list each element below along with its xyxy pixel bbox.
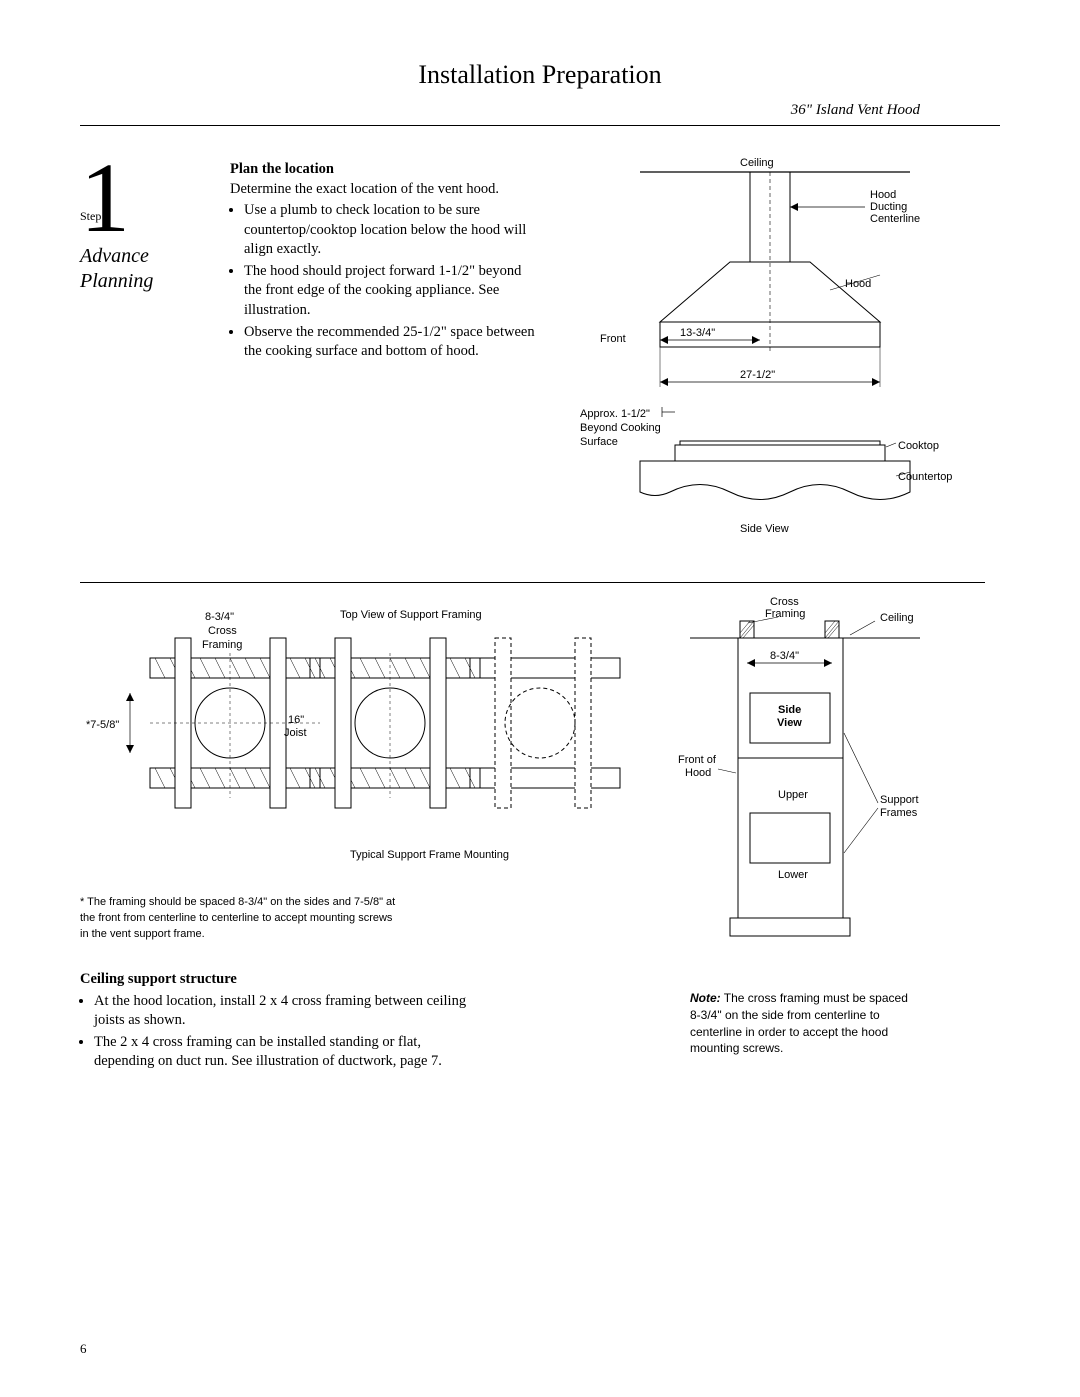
step-title-l1: Advance xyxy=(80,245,149,267)
tv-8-3-4: 8-3/4" xyxy=(205,611,234,623)
tv-cross-2: Framing xyxy=(202,639,242,651)
page-number: 6 xyxy=(80,1341,87,1357)
sv2-view: View xyxy=(777,717,802,729)
step-title: Advance Planning xyxy=(80,244,210,294)
label-front: Front xyxy=(600,333,626,345)
approx-l3: Surface xyxy=(580,436,618,448)
sv2-lower: Lower xyxy=(778,869,808,881)
tv-cross-1: Cross xyxy=(208,625,237,637)
label-sideview: Side View xyxy=(740,523,789,535)
mid-rule xyxy=(80,582,985,583)
top-view-diagram: Top View of Support Framing 8-3/4" Cross… xyxy=(80,598,640,878)
side-view-diagram: Ceiling Hood Ducting Centerline Hood Fro… xyxy=(580,152,980,572)
note-text: The cross framing must be spaced 8-3/4" … xyxy=(690,991,908,1055)
sv2-front2: Hood xyxy=(685,767,711,779)
sv2-upper: Upper xyxy=(778,789,808,801)
plan-intro: Determine the exact location of the vent… xyxy=(230,181,499,197)
support-frame-diagram: Cross Framing Ceiling 8-3/4" Side View U… xyxy=(670,593,990,973)
step-block: Step 1 Advance Planning xyxy=(80,155,210,294)
fnote-l1: * The framing should be spaced 8-3/4" on… xyxy=(80,896,395,908)
sv2-side: Side xyxy=(778,704,801,716)
top-rule xyxy=(80,125,1000,126)
tv-7-5-8: *7-5/8" xyxy=(86,719,119,731)
page-title: Installation Preparation xyxy=(80,60,1000,90)
approx-l1: Approx. 1-1/2" xyxy=(580,408,650,420)
plan-heading: Plan the location xyxy=(230,161,334,177)
label-ducting: Ducting xyxy=(870,201,907,213)
sv2-front1: Front of xyxy=(678,754,717,766)
approx-l2: Beyond Cooking xyxy=(580,422,661,434)
ceiling-b1: At the hood location, install 2 x 4 cros… xyxy=(94,992,480,1031)
step-number: 1 xyxy=(80,155,210,240)
plan-bullet-2: The hood should project forward 1-1/2" b… xyxy=(244,262,540,321)
ceiling-heading: Ceiling support structure xyxy=(80,971,237,987)
plan-bullet-1: Use a plumb to check location to be sure… xyxy=(244,201,540,260)
ceiling-text: Ceiling support structure At the hood lo… xyxy=(80,970,480,1074)
sv2-supp2: Frames xyxy=(880,807,918,819)
plan-bullet-3: Observe the recommended 25-1/2" space be… xyxy=(244,323,540,362)
fnote-l3: in the vent support frame. xyxy=(80,928,205,940)
sv2-8-3-4: 8-3/4" xyxy=(770,650,799,662)
framing-footnote: * The framing should be spaced 8-3/4" on… xyxy=(80,895,520,943)
sv2-supp1: Support xyxy=(880,794,919,806)
label-centerline: Centerline xyxy=(870,213,920,225)
tv-caption: Typical Support Frame Mounting xyxy=(350,849,509,861)
topview-title: Top View of Support Framing xyxy=(340,609,482,621)
tv-joist: Joist xyxy=(284,727,307,739)
plan-text: Plan the location Determine the exact lo… xyxy=(230,160,540,364)
note-box: Note: The cross framing must be spaced 8… xyxy=(690,990,920,1057)
ceiling-b2: The 2 x 4 cross framing can be installed… xyxy=(94,1033,480,1072)
label-hood: Hood xyxy=(845,278,871,290)
label-hood-ducting: Hood xyxy=(870,189,896,201)
sv2-ceiling: Ceiling xyxy=(880,612,914,624)
dim-27-1-2: 27-1/2" xyxy=(740,369,775,381)
step-title-l2: Planning xyxy=(80,270,153,292)
step-label: Step xyxy=(80,209,101,224)
sv2-cross1: Cross xyxy=(770,596,799,608)
label-ceiling: Ceiling xyxy=(740,157,774,169)
fnote-l2: the front from centerline to centerline … xyxy=(80,912,392,924)
dim-13-3-4: 13-3/4" xyxy=(680,327,715,339)
tv-16: 16" xyxy=(288,714,304,726)
label-cooktop: Cooktop xyxy=(898,440,939,452)
page-subtitle: 36" Island Vent Hood xyxy=(80,102,920,119)
note-label: Note: xyxy=(690,991,721,1005)
